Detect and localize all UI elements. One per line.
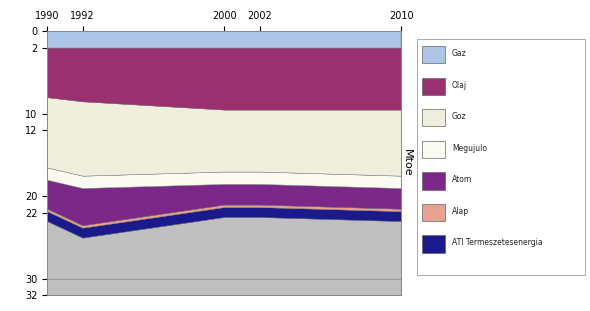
Text: ATI Termeszetesenergia: ATI Termeszetesenergia [452,238,543,247]
Text: Alap: Alap [452,207,469,216]
Text: Megujulo: Megujulo [452,144,487,152]
Text: Gaz: Gaz [452,49,467,58]
Text: Goz: Goz [452,112,467,121]
FancyBboxPatch shape [417,39,585,275]
FancyBboxPatch shape [422,172,445,189]
Y-axis label: Mtoe: Mtoe [402,150,412,177]
Text: Atom: Atom [452,175,472,184]
FancyBboxPatch shape [422,235,445,253]
FancyBboxPatch shape [422,141,445,158]
FancyBboxPatch shape [422,109,445,127]
FancyBboxPatch shape [422,77,445,95]
FancyBboxPatch shape [422,204,445,221]
Text: Olaj: Olaj [452,81,467,90]
FancyBboxPatch shape [422,46,445,63]
